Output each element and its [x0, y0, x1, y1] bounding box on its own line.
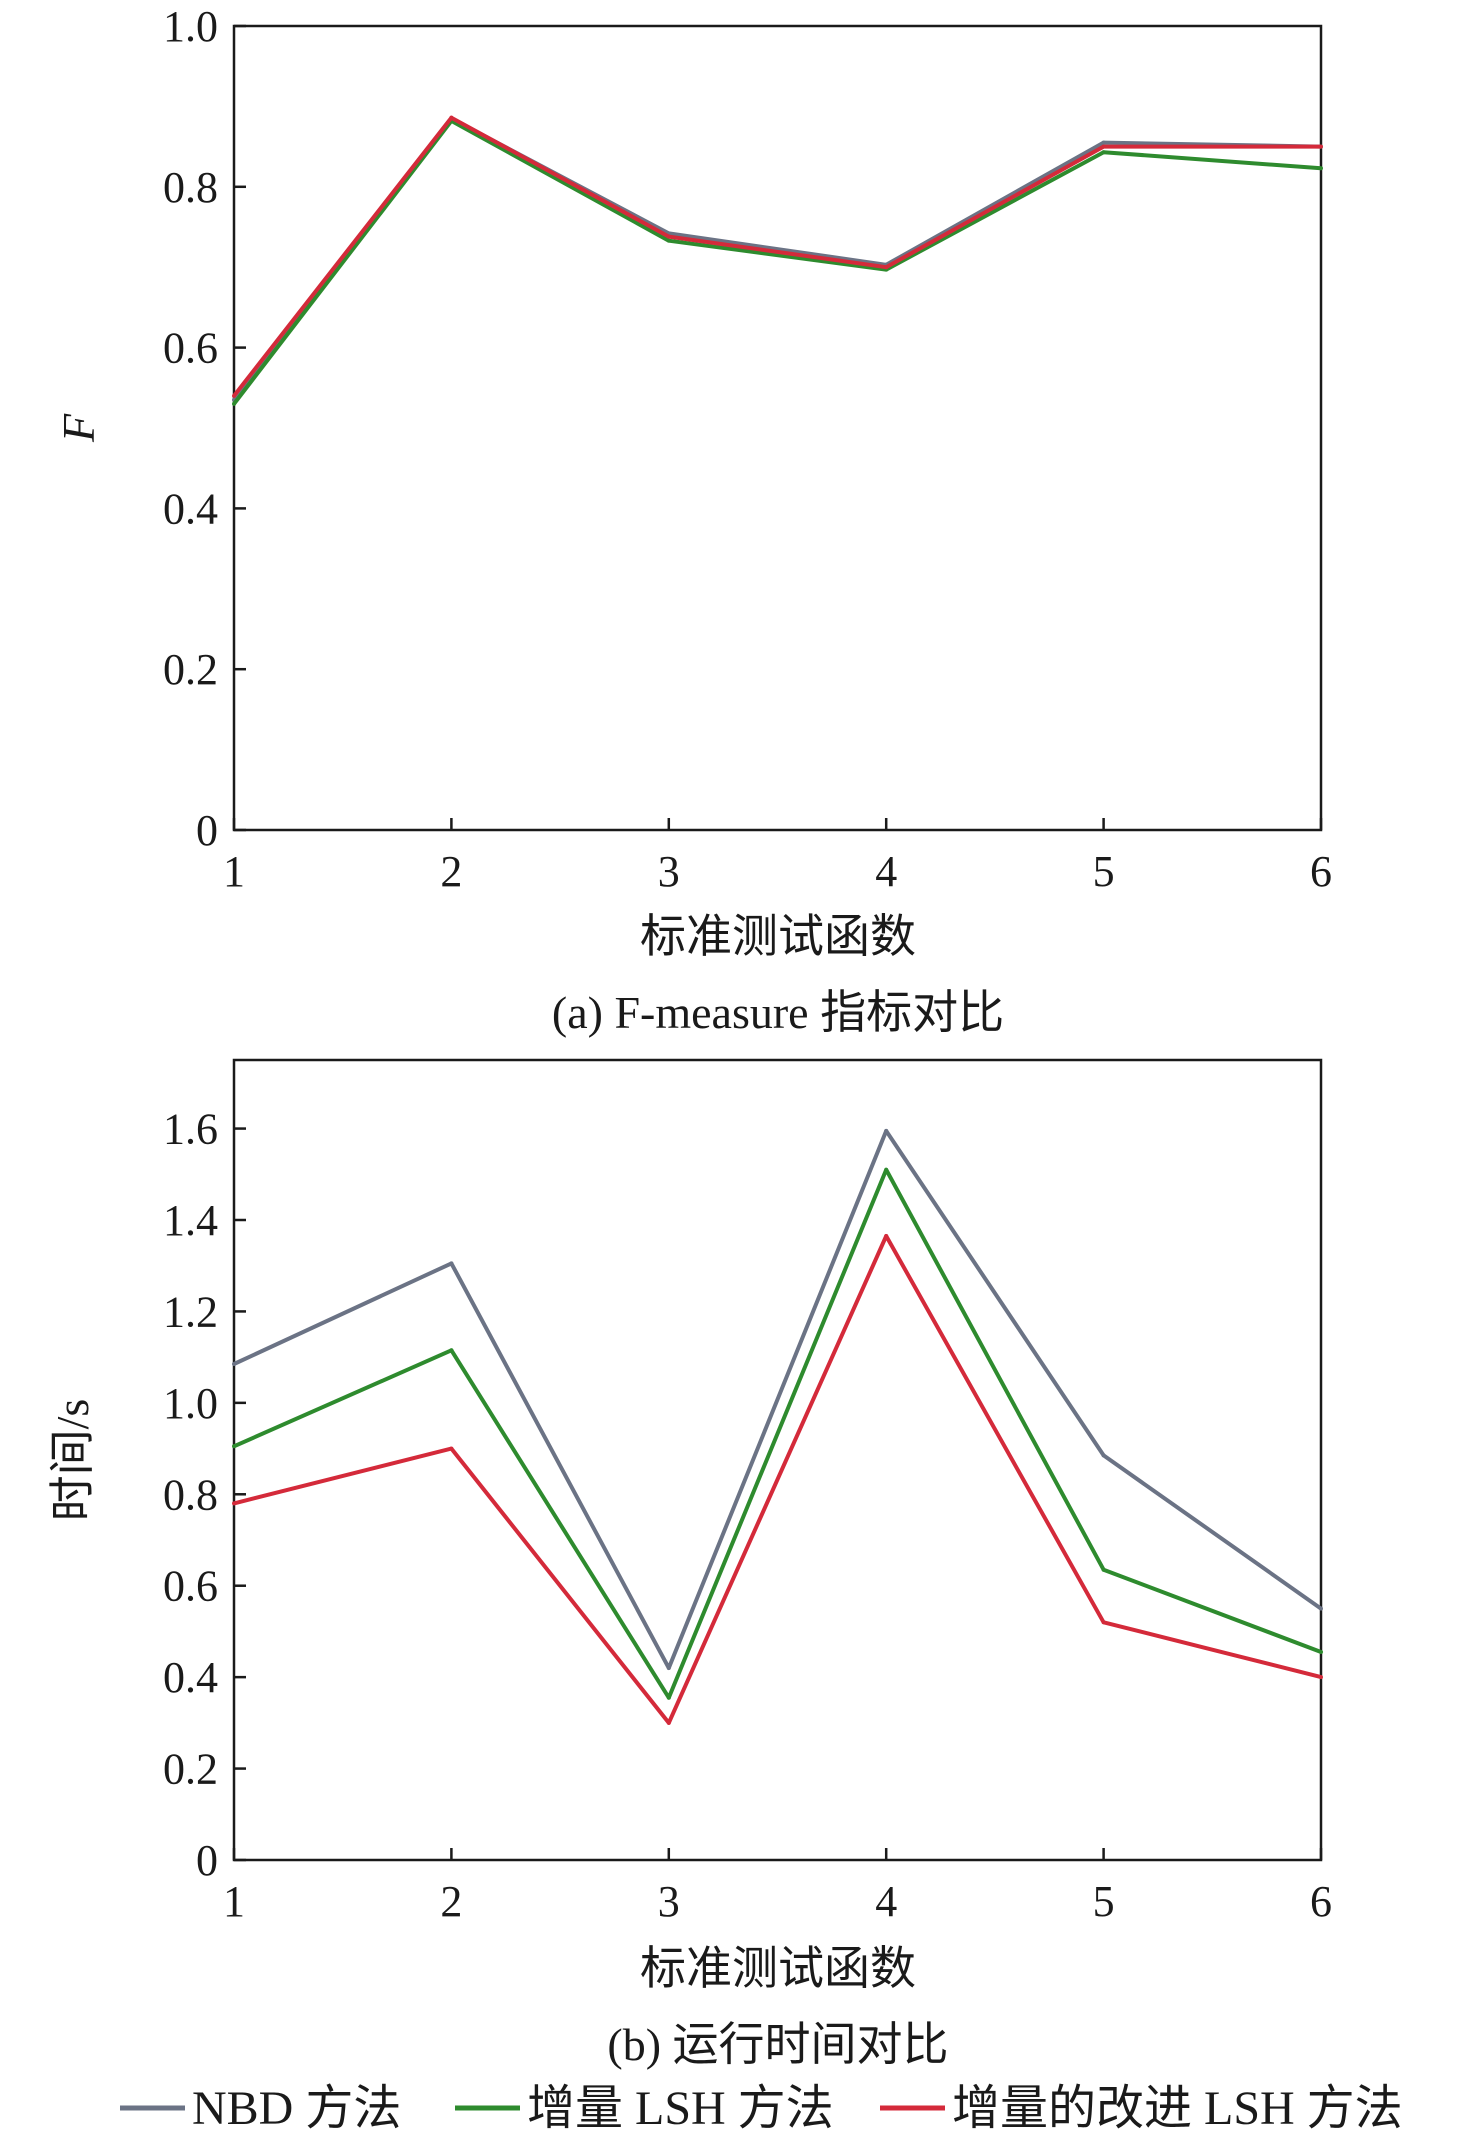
data-point-improved-lsh [1101, 144, 1106, 149]
data-point-improved-lsh [1319, 144, 1323, 149]
y-tick-label: 0.6 [163, 1562, 218, 1611]
data-point-lsh [1319, 1650, 1323, 1654]
x-axis-label-b: 标准测试函数 [640, 1943, 916, 1994]
data-point-nbd [232, 1362, 236, 1366]
data-point-lsh [232, 401, 236, 406]
data-point-improved-lsh [884, 265, 889, 270]
y-tick-label: 0.6 [163, 324, 218, 373]
legend: NBD 方法 增量 LSH 方法 增量的改进 LSH 方法 [120, 2082, 1403, 2135]
data-point-improved-lsh [449, 115, 454, 120]
series-line-lsh [232, 118, 1322, 406]
y-tick-label: 0.4 [163, 484, 218, 533]
y-tick-label: 0.2 [163, 645, 218, 694]
y-tick-label: 0.2 [163, 1745, 218, 1794]
x-tick-label: 5 [1093, 847, 1115, 896]
data-point-lsh [1319, 166, 1323, 171]
y-tick-label: 1.6 [163, 1105, 218, 1154]
data-point-lsh [1101, 1567, 1106, 1572]
y-tick-label: 0.8 [163, 163, 218, 212]
y-ticks-b: 0 0.2 0.4 0.6 0.8 1.0 1.2 1.4 1.6 [163, 1105, 246, 1885]
data-point-improved-lsh [232, 1501, 236, 1506]
x-tick-label: 1 [223, 1877, 245, 1926]
data-point-lsh [666, 238, 671, 243]
data-point-improved-lsh [1319, 1675, 1323, 1680]
x-tick-label: 3 [658, 847, 680, 896]
data-point-nbd [1101, 140, 1106, 145]
x-tick-label: 3 [658, 1877, 680, 1926]
plot-frame-a [232, 24, 1323, 832]
x-tick-label: 4 [875, 1877, 897, 1926]
y-ticks-a: 0 0.2 0.4 0.6 0.8 1.0 [163, 2, 246, 855]
legend-label-improved-lsh: 增量的改进 LSH 方法 [952, 2082, 1403, 2135]
panel-f-measure: 0 0.2 0.4 0.6 0.8 1.0 1 2 3 4 5 6 F 标准测试函数 (a) F-m… [53, 2, 1332, 1038]
caption-a: (a) F-measure 指标对比 [552, 987, 1004, 1038]
x-ticks-a: 1 2 3 4 5 6 [223, 818, 1332, 896]
data-point-nbd [449, 1261, 454, 1266]
data-point-nbd [1101, 1453, 1106, 1458]
data-point-lsh [666, 1695, 671, 1700]
data-point-nbd [884, 1128, 889, 1133]
y-axis-label-a: F [53, 413, 104, 443]
data-point-improved-lsh [449, 1446, 454, 1451]
caption-b: (b) 运行时间对比 [607, 2019, 948, 2070]
y-tick-label: 0 [196, 806, 218, 855]
panel-runtime: 0 0.2 0.4 0.6 0.8 1.0 1.2 1.4 1.6 1 2 3 4 5 6 时间/s 标准… [47, 1058, 1332, 2070]
series-lines-a [232, 115, 1323, 406]
x-tick-label: 1 [223, 847, 245, 896]
data-point-improved-lsh [1101, 1620, 1106, 1625]
y-tick-label: 1.2 [163, 1287, 218, 1336]
x-ticks-b: 1 2 3 4 5 6 [223, 1848, 1332, 1926]
y-tick-label: 1.0 [163, 2, 218, 51]
x-tick-label: 6 [1310, 847, 1332, 896]
y-tick-label: 0.4 [163, 1653, 218, 1702]
data-point-improved-lsh [666, 234, 671, 239]
data-point-lsh [232, 1444, 236, 1449]
series-line-lsh [233, 1167, 1322, 1700]
x-tick-label: 2 [440, 847, 462, 896]
x-tick-label: 4 [875, 847, 897, 896]
series-line-improved-lsh [233, 1234, 1322, 1725]
legend-label-nbd: NBD 方法 [192, 2082, 401, 2135]
data-point-nbd [1319, 1606, 1323, 1611]
series-line-nbd [232, 116, 1322, 402]
y-tick-label: 1.0 [163, 1379, 218, 1428]
data-point-nbd [666, 1666, 671, 1670]
series-line-nbd [233, 1128, 1323, 1670]
data-point-improved-lsh [232, 393, 236, 398]
data-point-lsh [1101, 150, 1106, 155]
data-point-lsh [884, 1167, 889, 1172]
legend-label-lsh: 增量 LSH 方法 [527, 2082, 834, 2135]
plot-frame-b [232, 1058, 1323, 1862]
data-point-improved-lsh [666, 1720, 671, 1725]
y-tick-label: 1.4 [163, 1196, 218, 1245]
y-tick-label: 0.8 [163, 1470, 218, 1519]
x-tick-label: 2 [440, 1877, 462, 1926]
series-line-improved-lsh [232, 115, 1321, 398]
x-axis-label-a: 标准测试函数 [640, 911, 916, 962]
data-point-lsh [449, 1348, 454, 1353]
series-lines-b [232, 1128, 1323, 1725]
x-tick-label: 5 [1093, 1877, 1115, 1926]
y-tick-label: 0 [196, 1836, 218, 1885]
x-tick-label: 6 [1310, 1877, 1332, 1926]
y-axis-label-b: 时间/s [47, 1399, 98, 1522]
data-point-improved-lsh [884, 1234, 889, 1238]
